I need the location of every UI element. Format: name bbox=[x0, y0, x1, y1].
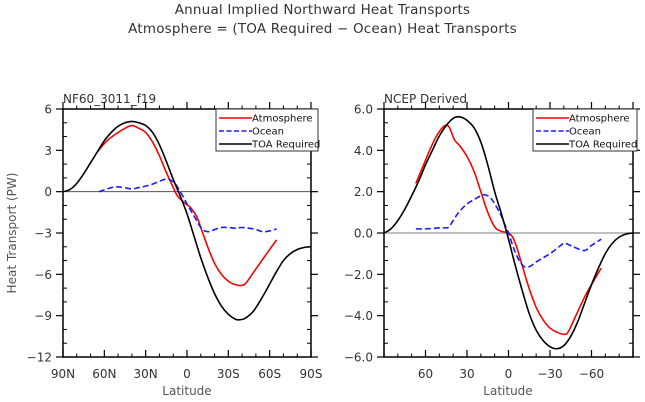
legend-label: Atmosphere bbox=[569, 114, 630, 125]
series-line-toa-required bbox=[383, 115, 634, 350]
y-axis-title: Heat Transport (PW) bbox=[5, 173, 19, 294]
y-tick-label: 2.0 bbox=[354, 185, 373, 199]
y-tick-label: 0.0 bbox=[354, 227, 373, 241]
series-line-atmosphere bbox=[96, 124, 278, 287]
x-tick-label: 0 bbox=[183, 367, 191, 381]
series-line-ocean bbox=[415, 193, 602, 269]
x-tick-label: −30 bbox=[537, 367, 562, 381]
x-axis-title: Latitude bbox=[162, 384, 211, 398]
x-tick-label: 60 bbox=[418, 367, 433, 381]
legend: Atmosphere Ocean TOA Required bbox=[215, 108, 320, 152]
y-tick-label: −6.0 bbox=[344, 351, 373, 365]
y-tick-label: −3 bbox=[34, 227, 52, 241]
panel-title: NF60_3011_f19 bbox=[63, 92, 156, 106]
series-line-atmosphere bbox=[415, 124, 602, 336]
chart-title-line-1: Annual Implied Northward Heat Transports bbox=[174, 2, 471, 18]
x-tick-label: 90S bbox=[300, 367, 323, 381]
panel-title: NCEP Derived bbox=[384, 92, 467, 106]
legend-label: Ocean bbox=[252, 127, 284, 138]
series-line-ocean bbox=[98, 178, 277, 233]
y-tick-label: −4.0 bbox=[344, 309, 373, 323]
legend-label: TOA Required bbox=[251, 140, 320, 151]
y-tick-label: 6.0 bbox=[354, 103, 373, 117]
legend-label: Ocean bbox=[569, 127, 601, 138]
x-tick-label: 30S bbox=[217, 367, 240, 381]
left-panel: NF60_3011_f19 Latitude Heat Transport (P… bbox=[5, 92, 322, 398]
y-tick-label: −12 bbox=[27, 351, 52, 365]
y-tick-label: 6 bbox=[44, 103, 52, 117]
y-tick-label: −6 bbox=[34, 268, 52, 282]
x-axis-title: Latitude bbox=[483, 384, 532, 398]
x-tick-label: −60 bbox=[579, 367, 604, 381]
chart-title-line-2: Atmosphere = (TOA Required − Ocean) Heat… bbox=[128, 21, 517, 37]
right-panel: NCEP Derived Latitude 60 30 0 −30 −60 6.0 4.0 2… bbox=[344, 92, 640, 398]
legend: Atmosphere Ocean TOA Required bbox=[532, 108, 638, 152]
series-line-toa-required bbox=[62, 120, 312, 321]
x-tick-label: 30 bbox=[459, 367, 474, 381]
y-tick-label: 4.0 bbox=[354, 144, 373, 158]
x-tick-label: 90N bbox=[51, 367, 75, 381]
legend-label: TOA Required bbox=[568, 140, 637, 151]
y-tick-label: 3 bbox=[44, 144, 52, 158]
x-tick-label: 30N bbox=[134, 367, 158, 381]
legend-label: Atmosphere bbox=[252, 114, 313, 125]
x-tick-label: 60S bbox=[258, 367, 281, 381]
x-tick-label: 0 bbox=[505, 367, 513, 381]
x-tick-label: 60N bbox=[92, 367, 116, 381]
y-tick-label: −2.0 bbox=[344, 268, 373, 282]
y-tick-label: −9 bbox=[34, 309, 52, 323]
y-tick-label: 0 bbox=[44, 185, 52, 199]
